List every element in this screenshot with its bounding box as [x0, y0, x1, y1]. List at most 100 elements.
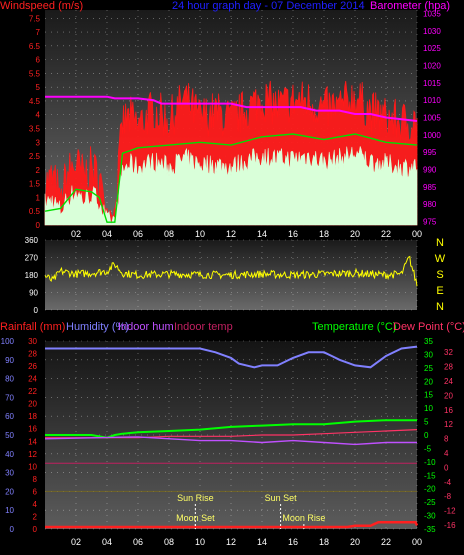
temperature-tick-label: -30	[424, 512, 436, 521]
humidity-tick-label: 60	[5, 412, 14, 421]
indoor-hum-series	[44, 436, 417, 446]
barometer-tick-label: 1020	[423, 61, 441, 70]
x-tick-label: 06	[133, 229, 143, 239]
x-tick-label: 18	[319, 537, 329, 547]
barometer-axis-label: Barometer (hpa)	[370, 0, 450, 12]
direction-tick-label: 90	[29, 289, 38, 298]
x-tick-label: 22	[381, 537, 391, 547]
rainfall-tick-label: 26	[28, 362, 37, 371]
windspeed-tick-label: 1.5	[29, 180, 41, 189]
direction-tick-label: 360	[25, 236, 39, 245]
rainfall-tick-label: 14	[28, 437, 37, 446]
rainfall-tick-label: 20	[28, 400, 37, 409]
barometer-series	[45, 95, 418, 122]
humidity-tick-label: 50	[5, 431, 14, 440]
wind-direction-series	[44, 255, 418, 287]
barometer-tick-label: 1005	[423, 114, 441, 123]
dew-point-axis-label: Dew Point (°C)	[393, 321, 464, 333]
windspeed-tick-label: 4.5	[29, 97, 41, 106]
dew-point-tick-label: 32	[444, 348, 453, 357]
temperature-tick-label: 35	[424, 337, 433, 346]
temperature-tick-label: -15	[424, 471, 436, 480]
x-tick-label: 02	[71, 229, 81, 239]
humidity-tick-label: 30	[5, 469, 14, 478]
compass-label: W	[435, 253, 446, 265]
rainfall-tick-label: 8	[33, 475, 38, 484]
direction-tick-label: 270	[25, 254, 39, 263]
rainfall-tick-label: 12	[28, 450, 37, 459]
temperature-tick-label: -5	[424, 444, 432, 453]
chart-title: 24 hour graph day - 07 December 2014	[172, 0, 365, 12]
rainfall-tick-label: 24	[28, 375, 37, 384]
barometer-tick-label: 995	[423, 148, 437, 157]
dew-point-tick-label: 4	[444, 449, 449, 458]
rainfall-axis-label: Rainfall (mm)	[0, 321, 65, 333]
windspeed-tick-label: 0.5	[29, 207, 41, 216]
x-tick-label: 00	[412, 229, 422, 239]
humidity-axis-label: Humidity (%)	[66, 321, 129, 333]
dew-point-tick-label: 0	[444, 463, 449, 472]
astro-annotation: Moon Rise	[282, 513, 325, 523]
windspeed-tick-label: 5.5	[29, 69, 41, 78]
temperature-tick-label: -10	[424, 458, 436, 467]
temperature-tick-label: 20	[424, 377, 433, 386]
humidity-tick-label: 80	[5, 375, 14, 384]
windspeed-tick-label: 2	[36, 166, 41, 175]
compass-label: N	[436, 301, 444, 313]
temperature-tick-label: 10	[424, 404, 433, 413]
x-tick-label: 04	[102, 537, 112, 547]
windspeed-tick-label: 6.5	[29, 42, 41, 51]
astro-annotation: Sun Rise	[177, 493, 214, 503]
astro-annotation: Sun Set	[265, 493, 298, 503]
temperature-tick-label: -20	[424, 485, 436, 494]
x-tick-label: 20	[350, 537, 360, 547]
windspeed-axis-label: Windspeed (m/s)	[0, 0, 83, 12]
humidity-tick-label: 70	[5, 393, 14, 402]
x-tick-label: 16	[288, 229, 298, 239]
x-tick-label: 10	[195, 537, 205, 547]
barometer-tick-label: 1015	[423, 79, 441, 88]
x-tick-label: 06	[133, 537, 143, 547]
x-tick-label: 00	[412, 537, 422, 547]
dew-point-tick-label: -4	[444, 478, 452, 487]
x-tick-label: 10	[195, 229, 205, 239]
humidity-tick-label: 100	[1, 337, 15, 346]
windspeed-tick-label: 7.5	[29, 14, 41, 23]
dew-point-tick-label: 20	[444, 391, 453, 400]
dew-point-tick-label: -12	[444, 507, 456, 516]
indoor-temp-axis-label: Indoor temp	[174, 321, 233, 333]
x-tick-label: 14	[257, 229, 267, 239]
compass-label: N	[436, 237, 444, 249]
x-tick-label: 04	[102, 229, 112, 239]
x-tick-label: 08	[164, 537, 174, 547]
humidity-tick-label: 10	[5, 506, 14, 515]
rainfall-tick-label: 10	[28, 462, 37, 471]
temperature-tick-label: 0	[424, 431, 429, 440]
x-tick-label: 12	[226, 229, 236, 239]
x-tick-label: 14	[257, 537, 267, 547]
compass-label: S	[436, 269, 443, 281]
rainfall-tick-label: 18	[28, 412, 37, 421]
rainfall-tick-label: 0	[33, 525, 38, 534]
dew-point-tick-label: 12	[444, 420, 453, 429]
dew-point-tick-label: 16	[444, 406, 453, 415]
humidity-series	[45, 345, 418, 369]
temperature-tick-label: 30	[424, 350, 433, 359]
barometer-tick-label: 985	[423, 183, 437, 192]
windspeed-tick-label: 6	[36, 56, 41, 65]
compass-label: E	[436, 285, 443, 297]
windspeed-tick-label: 0	[36, 221, 41, 230]
barometer-tick-label: 975	[423, 218, 437, 227]
x-tick-label: 20	[350, 229, 360, 239]
barometer-tick-label: 1000	[423, 131, 441, 140]
windspeed-tick-label: 2.5	[29, 152, 41, 161]
temperature-tick-label: 25	[424, 364, 433, 373]
rainfall-tick-label: 28	[28, 350, 37, 359]
rainfall-tick-label: 6	[33, 487, 38, 496]
rainfall-series	[45, 520, 419, 529]
x-tick-label: 22	[381, 229, 391, 239]
